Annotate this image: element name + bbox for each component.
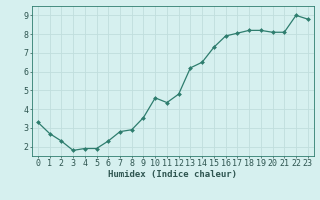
X-axis label: Humidex (Indice chaleur): Humidex (Indice chaleur) <box>108 170 237 179</box>
